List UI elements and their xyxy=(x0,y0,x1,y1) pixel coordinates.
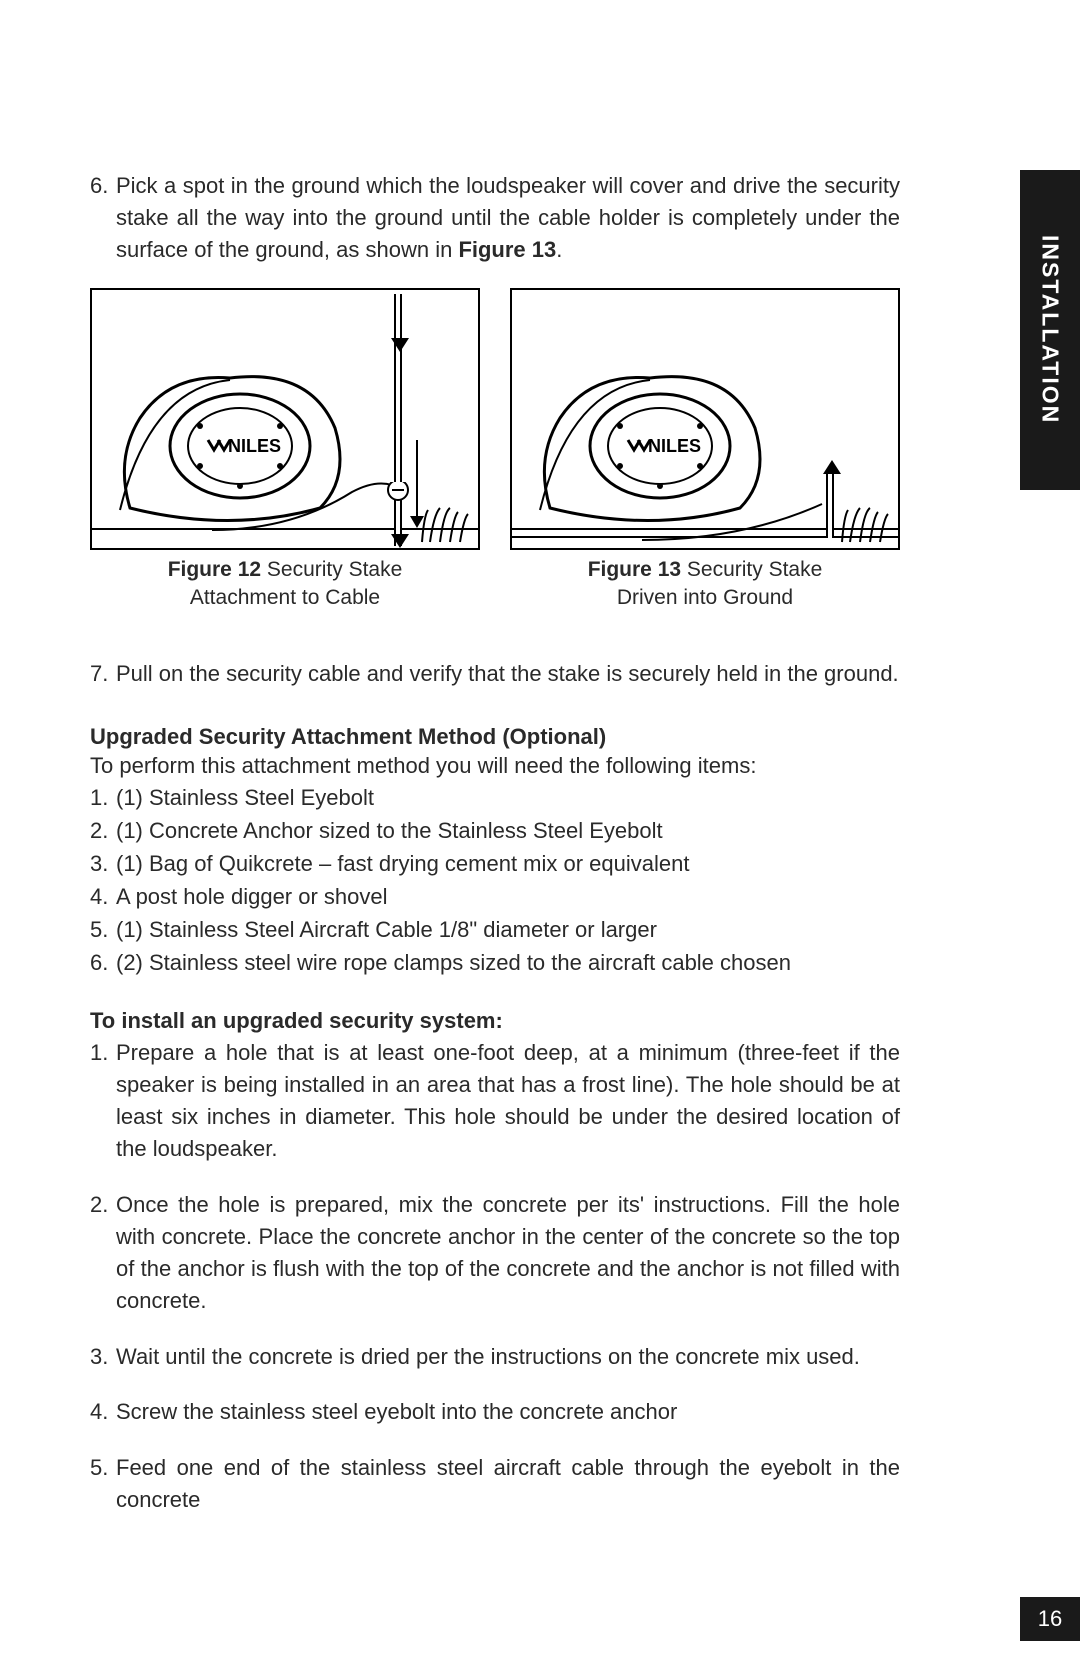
figure-12-caption: Figure 12 Security Stake Attachment to C… xyxy=(168,556,403,613)
install-heading: To install an upgraded security system: xyxy=(90,1005,900,1037)
figure-13-column: NILES Figure 13 Security Stake Driven in… xyxy=(510,288,900,613)
upgraded-method-heading: Upgraded Security Attachment Method (Opt… xyxy=(90,724,900,750)
list-item: 2.(1) Concrete Anchor sized to the Stain… xyxy=(90,815,900,847)
grass-icon xyxy=(838,506,892,544)
list-item: 4.Screw the stainless steel eyebolt into… xyxy=(90,1396,900,1428)
section-tab-label: INSTALLATION xyxy=(1037,235,1064,424)
svg-text:NILES: NILES xyxy=(648,436,701,456)
list-item: 3.(1) Bag of Quikcrete – fast drying cem… xyxy=(90,848,900,880)
figure-row: NILES Figure 12 Security Stake Attachme xyxy=(90,288,900,613)
step-text: Pull on the security cable and verify th… xyxy=(116,658,900,690)
list-item: 1.Prepare a hole that is at least one-fo… xyxy=(90,1037,900,1165)
page-number: 16 xyxy=(1038,1606,1062,1632)
section-tab: INSTALLATION xyxy=(1020,170,1080,490)
cable-icon xyxy=(632,492,852,542)
page-number-badge: 16 xyxy=(1020,1597,1080,1641)
figure-12-column: NILES Figure 12 Security Stake Attachme xyxy=(90,288,480,613)
step-6: 6. Pick a spot in the ground which the l… xyxy=(90,170,900,266)
svg-text:NILES: NILES xyxy=(228,436,281,456)
list-item: 1.(1) Stainless Steel Eyebolt xyxy=(90,782,900,814)
figure-13-illustration: NILES xyxy=(510,288,900,550)
upgraded-method-intro: To perform this attachment method you wi… xyxy=(90,750,900,782)
page-content: 6. Pick a spot in the ground which the l… xyxy=(90,170,900,1540)
step-text: Pick a spot in the ground which the loud… xyxy=(116,170,900,266)
list-item: 5.Feed one end of the stainless steel ai… xyxy=(90,1452,900,1516)
step-number: 7. xyxy=(90,658,116,690)
materials-list: 1.(1) Stainless Steel Eyebolt 2.(1) Conc… xyxy=(90,782,900,978)
figure-12-illustration: NILES xyxy=(90,288,480,550)
list-item: 5.(1) Stainless Steel Aircraft Cable 1/8… xyxy=(90,914,900,946)
list-item: 3.Wait until the concrete is dried per t… xyxy=(90,1341,900,1373)
install-steps-list: 1.Prepare a hole that is at least one-fo… xyxy=(90,1037,900,1516)
grass-icon xyxy=(418,506,472,544)
step-7: 7. Pull on the security cable and verify… xyxy=(90,658,900,690)
list-item: 4.A post hole digger or shovel xyxy=(90,881,900,913)
step-number: 6. xyxy=(90,170,116,266)
list-item: 6.(2) Stainless steel wire rope clamps s… xyxy=(90,947,900,979)
stake-icon xyxy=(826,472,834,538)
cable-icon xyxy=(212,482,412,532)
list-item: 2.Once the hole is prepared, mix the con… xyxy=(90,1189,900,1317)
figure-13-caption: Figure 13 Security Stake Driven into Gro… xyxy=(588,556,823,613)
